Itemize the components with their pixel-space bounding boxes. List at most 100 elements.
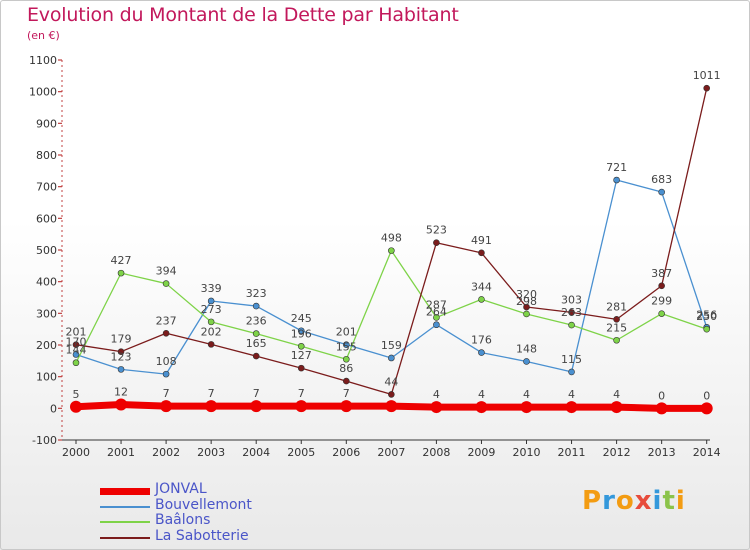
data-point [162,329,170,337]
legend-swatch [100,536,150,539]
x-tick-label: 2007 [377,446,405,459]
data-label: 115 [561,353,582,366]
data-label: 344 [471,280,492,293]
y-tick-label: 700 [36,181,57,194]
data-point [703,325,711,333]
data-label: 339 [201,282,222,295]
data-point [295,400,308,413]
data-label: 7 [298,387,305,400]
data-label: 1011 [693,69,721,82]
y-tick-label: 500 [36,244,57,257]
logo-letter: o [615,486,635,516]
data-point [297,342,305,350]
data-point [478,249,485,257]
data-point [523,358,530,365]
logo-letter: r [602,486,616,516]
legend-swatch [100,505,150,508]
data-label: 196 [291,327,312,340]
y-tick-label: 100 [36,371,57,384]
data-point [342,341,350,348]
legend-label: Baâlons [155,512,211,528]
data-label: 148 [516,342,537,355]
data-point [475,401,488,414]
data-label: 264 [426,306,447,319]
data-point [565,401,578,414]
y-tick-label: 200 [36,339,57,352]
data-label: 394 [156,265,177,278]
x-tick-label: 2013 [648,446,676,459]
data-point [252,352,260,360]
y-tick-label: 600 [36,212,57,225]
data-label: 202 [201,325,222,338]
data-point [433,314,440,321]
legend-label: JONVAL [155,481,207,497]
data-point [568,309,575,316]
data-point [342,377,350,385]
data-label: 287 [426,298,447,311]
data-label: 237 [156,314,177,327]
data-point [342,355,350,363]
data-label: 250 [696,310,717,323]
data-point [250,400,263,413]
data-point [613,176,620,184]
data-point [297,327,305,335]
data-label: 4 [523,388,530,401]
x-tick-label: 2014 [693,446,721,459]
data-point [340,400,353,413]
logo-letter: P [582,486,603,516]
data-label: 721 [606,161,627,174]
y-tick-label: 400 [36,276,57,289]
data-point [700,402,713,415]
data-point [207,318,215,326]
data-point [385,400,398,413]
data-label: 12 [114,386,128,399]
data-point [520,401,533,414]
data-label: 5 [73,388,80,401]
data-point [207,297,215,305]
legend-label: Bouvellemont [155,496,252,513]
data-points [70,84,713,415]
logo-letter: t [662,486,676,516]
data-point [162,280,170,287]
data-point [117,269,125,277]
data-point [117,366,125,373]
data-label: 303 [561,293,582,306]
data-point [252,302,260,310]
data-label: 215 [606,321,627,334]
data-point [388,247,395,254]
y-tick-label: 900 [36,117,57,130]
logo-letter: i [652,486,663,516]
x-tick-label: 2001 [107,446,135,459]
data-point [162,370,170,378]
data-point [610,401,623,414]
data-label: 387 [651,267,672,280]
x-tick-label: 2000 [62,446,90,459]
data-label: 4 [478,388,485,401]
x-tick-label: 2011 [558,446,586,459]
data-point [297,364,305,372]
data-label: 201 [66,326,87,339]
data-label: 7 [208,387,215,400]
data-point [658,188,665,196]
data-point [115,398,128,411]
data-label: 108 [156,355,177,368]
data-label: 7 [163,387,170,400]
proxiti-logo: Proxiti [582,486,686,516]
data-label: 155 [336,340,357,353]
data-label: 320 [516,288,537,301]
data-point [478,296,485,303]
data-point [160,400,173,413]
data-point [523,303,530,311]
x-tick-label: 2012 [603,446,631,459]
data-label: 7 [343,387,350,400]
data-label: 245 [291,312,312,325]
data-label: 159 [381,339,402,352]
data-point [72,341,80,348]
data-label: 299 [651,295,672,308]
data-point [70,400,82,413]
data-point [72,351,80,358]
data-label: 123 [111,350,132,363]
chart-unit: (en €) [27,29,60,42]
data-label: 4 [613,388,620,401]
data-label: 179 [111,333,132,346]
